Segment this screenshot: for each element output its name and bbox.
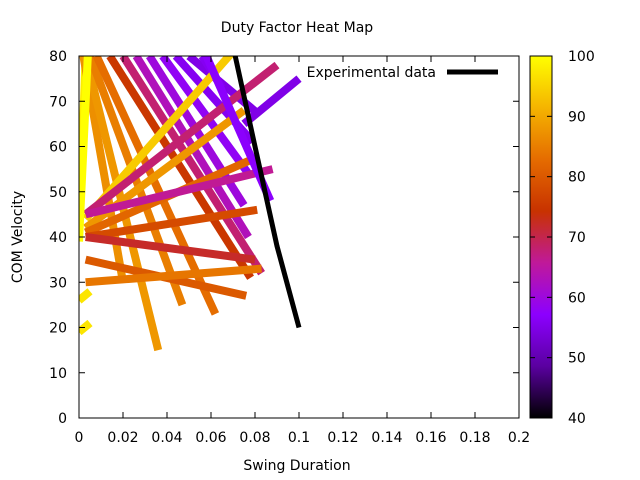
heatmap-band xyxy=(79,56,92,242)
x-tick-label: 0.16 xyxy=(415,430,446,446)
y-tick-label: 70 xyxy=(49,94,67,110)
chart-title: Duty Factor Heat Map xyxy=(221,20,374,36)
y-tick-label: 20 xyxy=(49,321,67,337)
y-axis-ticks: 0 10 20 30 40 50 60 70 80 xyxy=(49,49,519,427)
x-tick-label: 0.18 xyxy=(459,430,490,446)
x-tick-label: 0.14 xyxy=(371,430,402,446)
y-tick-label: 40 xyxy=(49,230,67,246)
x-tick-label: 0.08 xyxy=(239,430,270,446)
x-tick-label: 0 xyxy=(75,430,84,446)
heatmap-band xyxy=(159,56,252,177)
colorbar-tick-label: 70 xyxy=(568,230,586,246)
heatmap-band xyxy=(84,165,274,219)
series-layer xyxy=(232,56,302,329)
colorbar-tick-label: 50 xyxy=(568,351,586,367)
y-tick-label: 30 xyxy=(49,275,67,291)
x-axis-ticks: 0 0.02 0.04 0.06 0.08 0.1 0.12 0.14 0.16 0.18 0.2 xyxy=(75,56,530,446)
heatmap-band xyxy=(241,75,302,127)
x-tick-label: 0.1 xyxy=(288,430,310,446)
colorbar-tick-label: 100 xyxy=(568,49,595,65)
colorbar-tick-label: 60 xyxy=(568,290,586,306)
heatmap-band xyxy=(85,233,256,264)
y-tick-label: 0 xyxy=(58,411,67,427)
colorbar-ticks: 40 50 60 70 80 90 100 xyxy=(530,49,595,427)
y-axis-label: COM Velocity xyxy=(10,191,26,283)
heatmap-band xyxy=(79,288,93,304)
x-tick-label: 0.04 xyxy=(151,430,182,446)
heatmap-layer xyxy=(79,56,302,352)
y-tick-label: 10 xyxy=(49,366,67,382)
x-axis-label: Swing Duration xyxy=(243,458,350,474)
colorbar-tick-label: 90 xyxy=(568,109,586,125)
series-line-experimental-data xyxy=(232,56,302,329)
y-tick-label: 80 xyxy=(49,49,67,65)
x-tick-label: 0.02 xyxy=(107,430,138,446)
legend: Experimental data xyxy=(307,65,498,81)
colorbar-tick-label: 80 xyxy=(568,170,586,186)
y-tick-label: 60 xyxy=(49,140,67,156)
heatmap-band xyxy=(85,264,262,287)
x-tick-label: 0.12 xyxy=(327,430,358,446)
colorbar-tick-label: 40 xyxy=(568,411,586,427)
heatmap-band xyxy=(119,56,265,276)
heatmap-band xyxy=(84,205,258,241)
heatmap-band xyxy=(86,56,187,307)
y-tick-label: 50 xyxy=(49,185,67,201)
x-tick-label: 0.06 xyxy=(195,430,226,446)
legend-label-experimental-data: Experimental data xyxy=(307,65,436,81)
heatmap-band xyxy=(106,56,254,280)
x-tick-label: 0.2 xyxy=(508,430,530,446)
